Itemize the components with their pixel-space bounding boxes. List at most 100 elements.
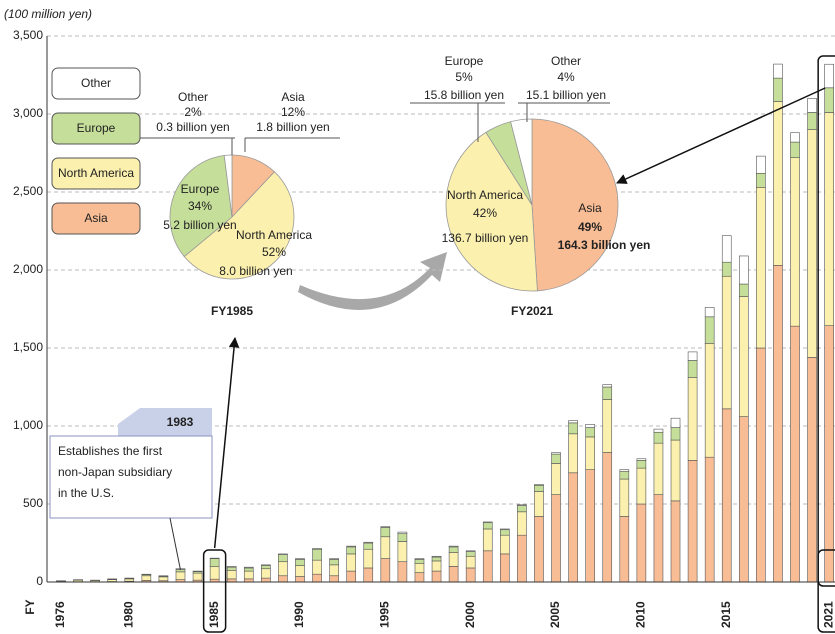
annotation-text: non-Japan subsidiary bbox=[58, 465, 172, 479]
pie-slice bbox=[510, 118, 533, 206]
bar-segment bbox=[261, 564, 271, 566]
slice-leader bbox=[140, 137, 235, 155]
bar-segment bbox=[192, 572, 203, 581]
slice-percent: 2% bbox=[184, 105, 202, 119]
legend-swatch bbox=[51, 202, 141, 235]
bar-segment bbox=[261, 577, 271, 583]
bar-segment bbox=[431, 570, 442, 583]
bar-segment bbox=[500, 529, 510, 536]
legend-label: Europe bbox=[77, 121, 116, 135]
bar-segment bbox=[568, 433, 578, 474]
slice-leader bbox=[518, 102, 610, 122]
bar-segment bbox=[636, 458, 647, 461]
year-highlight bbox=[817, 549, 835, 633]
bar-segment bbox=[790, 325, 800, 583]
slice-name: Asia bbox=[578, 201, 602, 215]
bar-segment bbox=[465, 567, 476, 583]
bar-segment bbox=[551, 453, 561, 464]
year-highlight bbox=[817, 55, 835, 587]
pie-slice bbox=[169, 155, 233, 258]
slice-percent: 5% bbox=[455, 70, 473, 84]
bar-segment bbox=[534, 516, 544, 583]
x-tick-label: 2015 bbox=[719, 601, 733, 628]
bar-segment bbox=[465, 555, 476, 569]
bar-segment bbox=[278, 561, 288, 577]
slice-leader bbox=[244, 137, 340, 152]
bar-segment bbox=[209, 566, 220, 580]
bar-segment bbox=[619, 470, 630, 480]
bar-segment bbox=[431, 560, 442, 572]
slice-percent: 49% bbox=[578, 220, 602, 234]
bar-segment bbox=[602, 386, 613, 400]
legend-label: Other bbox=[81, 76, 111, 90]
bar-segment bbox=[670, 427, 681, 441]
legend-label: North America bbox=[58, 166, 134, 180]
bar-segment bbox=[704, 343, 715, 458]
bar-segment bbox=[602, 452, 613, 583]
pie-slice bbox=[531, 118, 619, 292]
bar-segment bbox=[602, 399, 613, 453]
bar-segment bbox=[397, 531, 408, 534]
annotation-banner bbox=[118, 408, 212, 436]
bar-segment bbox=[721, 408, 732, 583]
bar-segment bbox=[534, 484, 544, 486]
bar-segment bbox=[329, 559, 339, 566]
bar-segment bbox=[738, 416, 749, 583]
bar-segment bbox=[636, 467, 647, 505]
bar-segment bbox=[346, 545, 356, 548]
x-tick-label: 2021 bbox=[821, 601, 835, 628]
bar-segment bbox=[397, 541, 408, 563]
slice-amount: 15.1 billion yen bbox=[526, 88, 606, 102]
pointer-2021 bbox=[616, 87, 826, 184]
bar-segment bbox=[363, 541, 374, 544]
y-tick-label: 2,500 bbox=[13, 184, 43, 198]
bar-segment bbox=[807, 357, 817, 583]
bar-segment bbox=[175, 571, 186, 580]
bar-segment bbox=[534, 484, 544, 492]
bar-segment bbox=[738, 283, 749, 297]
pie-title: FY2021 bbox=[511, 304, 553, 318]
bar-segment bbox=[465, 550, 476, 552]
bar-segment bbox=[636, 460, 647, 469]
bar-segment bbox=[295, 576, 305, 583]
slice-percent: 52% bbox=[262, 245, 286, 259]
x-tick-label: 2010 bbox=[634, 601, 648, 628]
bar-segment bbox=[312, 548, 322, 550]
bar-segment bbox=[773, 265, 783, 583]
bar-segment bbox=[653, 428, 664, 433]
slice-amount: 136.7 billion yen bbox=[442, 231, 529, 245]
bar-segment bbox=[773, 63, 783, 79]
bar-segment bbox=[585, 436, 595, 470]
bar-segment bbox=[226, 569, 237, 580]
x-tick-label: 1990 bbox=[292, 601, 306, 628]
bar-segment bbox=[807, 129, 817, 358]
slice-name: North America bbox=[236, 228, 312, 242]
bar-segment bbox=[312, 548, 322, 561]
bar-segment bbox=[721, 275, 732, 410]
bar-segment bbox=[329, 564, 339, 577]
bar-segment bbox=[551, 463, 561, 495]
slice-name: Other bbox=[551, 54, 581, 68]
bar-segment bbox=[226, 566, 237, 571]
pointer-1985 bbox=[213, 336, 240, 549]
x-axis-label: FY bbox=[23, 599, 37, 614]
legend-swatch bbox=[51, 67, 141, 100]
x-tick-label: 1976 bbox=[53, 601, 67, 628]
slice-name: Other bbox=[178, 90, 208, 104]
slice-percent: 34% bbox=[188, 199, 212, 213]
bar-segment bbox=[653, 442, 664, 495]
x-tick-label: 1995 bbox=[378, 601, 392, 628]
bar-segment bbox=[363, 567, 374, 583]
y-tick-label: 2,000 bbox=[13, 262, 43, 276]
slice-name: Europe bbox=[445, 54, 484, 68]
bar-segment bbox=[346, 546, 356, 555]
bar-segment bbox=[517, 511, 527, 536]
slice-amount: 0.3 billion yen bbox=[156, 120, 229, 134]
x-tick-label: 2000 bbox=[463, 601, 477, 628]
y-tick-label: 500 bbox=[23, 496, 43, 510]
pie-slice bbox=[445, 131, 538, 292]
bar-segment bbox=[670, 439, 681, 502]
bar-segment bbox=[295, 558, 305, 560]
bar-segment bbox=[738, 296, 749, 417]
bar-segment bbox=[756, 187, 766, 349]
